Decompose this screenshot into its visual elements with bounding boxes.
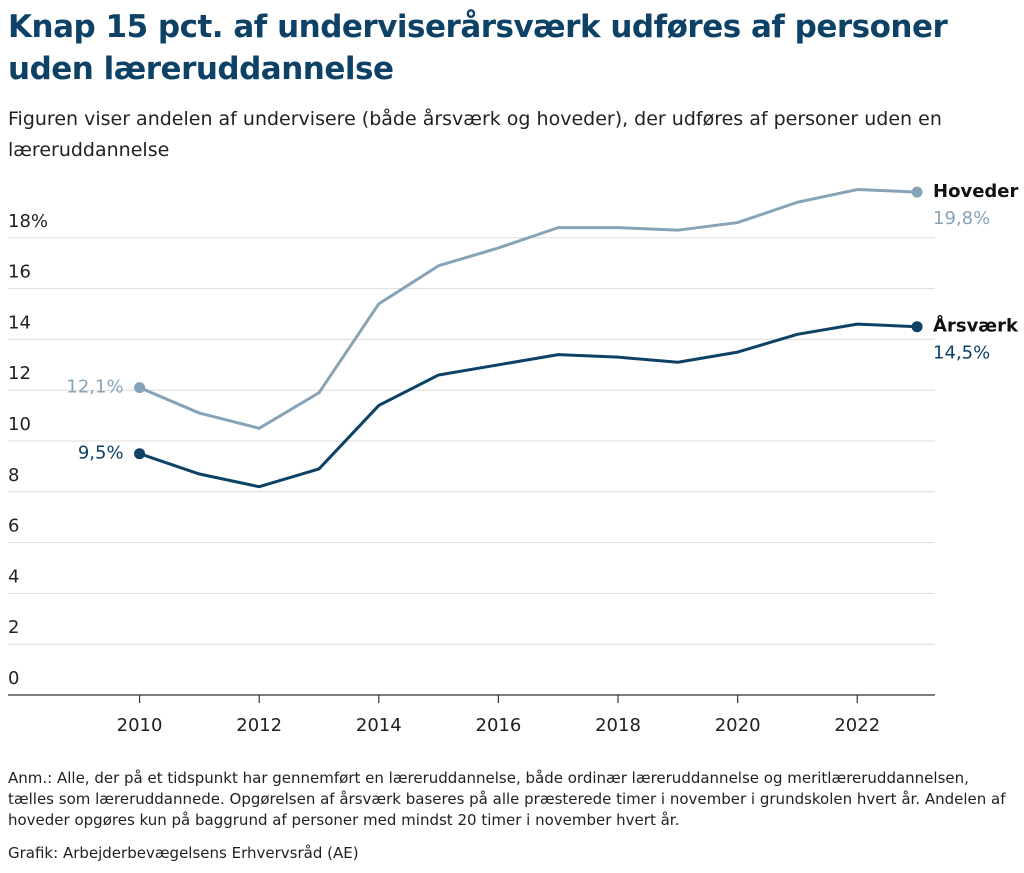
y-tick-label: 18% [8, 211, 48, 232]
y-tick-label: 12 [8, 363, 31, 384]
y-tick-label: 14 [8, 312, 31, 333]
point [134, 448, 146, 460]
chart-title: Knap 15 pct. af underviserårsværk udføre… [8, 9, 948, 87]
source: Grafik: Arbejderbevægelsens Erhvervsråd … [8, 844, 359, 862]
series-label: Hoveder [933, 181, 1018, 202]
x-tick-label: 2012 [236, 715, 282, 736]
point [911, 186, 923, 198]
point [134, 382, 146, 394]
y-tick-label: 8 [8, 465, 19, 486]
y-tick-label: 2 [8, 617, 19, 638]
x-tick-label: 2014 [356, 715, 402, 736]
x-tick-label: 2020 [715, 715, 761, 736]
value-label: 9,5% [78, 443, 124, 464]
value-label: 12,1% [66, 377, 123, 398]
y-tick-label: 6 [8, 516, 19, 537]
line [139, 322, 918, 489]
x-tick-label: 2016 [476, 715, 522, 736]
note: Anm.: Alle, der på et tidspunkt har genn… [8, 769, 1006, 829]
y-tick-label: 10 [8, 414, 31, 435]
value-label: 14,5% [933, 343, 990, 364]
chart-subtitle: Figuren viser andelen af undervisere (bå… [8, 108, 942, 161]
y-tick-label: 0 [8, 668, 19, 689]
x-tick-label: 2010 [117, 715, 163, 736]
x-tick-label: 2022 [834, 715, 880, 736]
x-tick-label: 2018 [595, 715, 641, 736]
value-label: 19,8% [933, 208, 990, 229]
y-tick-label: 4 [8, 566, 19, 587]
chart: 0 2 4 6 8 10 12 14 16 18% 2010 2012 2014 2016 2018 2020… [8, 181, 1019, 736]
point [911, 321, 923, 333]
y-tick-label: 16 [8, 262, 31, 283]
line [138, 188, 918, 430]
series-label: Årsværk [933, 314, 1019, 337]
